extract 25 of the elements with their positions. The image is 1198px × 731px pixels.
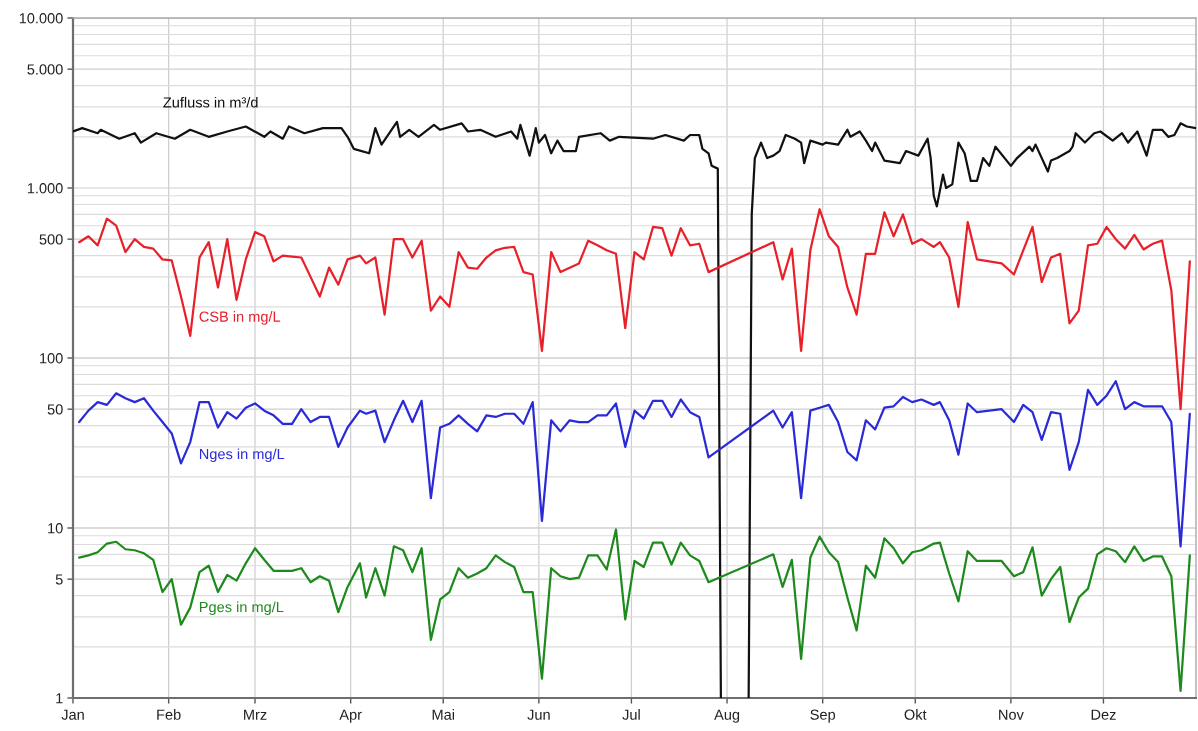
x-tick-label: Apr	[339, 709, 362, 723]
y-tick-label: 10.000	[19, 13, 63, 24]
x-tick-label: Jan	[61, 709, 84, 720]
series-label: Nges in mg/L	[199, 448, 285, 463]
y-tick-label: 10	[48, 523, 63, 534]
series-label: Zufluss in m³/d	[163, 96, 258, 108]
x-tick-label: Dez	[1091, 709, 1116, 720]
x-tick-label: Mrz	[244, 709, 267, 720]
x-tick-label: Jun	[527, 709, 550, 720]
x-tick-label: Feb	[157, 709, 181, 720]
y-tick-label: 50	[47, 404, 63, 415]
x-tick-label: Jul	[622, 709, 640, 720]
y-tick-label: 500	[39, 234, 63, 245]
x-tick-label: Aug	[714, 709, 740, 723]
y-tick-label: 5	[55, 574, 63, 585]
series-label: Pges in mg/L	[199, 601, 284, 616]
y-tick-label: 1.000	[27, 183, 63, 194]
y-tick-label: 100	[40, 353, 63, 364]
y-tick-label: 5.000	[27, 64, 63, 75]
y-tick-label: 1	[56, 693, 63, 704]
series-label: CSB in mg/L	[199, 311, 281, 325]
x-tick-label: Sep	[810, 709, 836, 723]
x-tick-label: Nov	[999, 709, 1024, 720]
x-tick-label: Mai	[432, 709, 454, 720]
x-tick-label: Okt	[904, 709, 927, 720]
